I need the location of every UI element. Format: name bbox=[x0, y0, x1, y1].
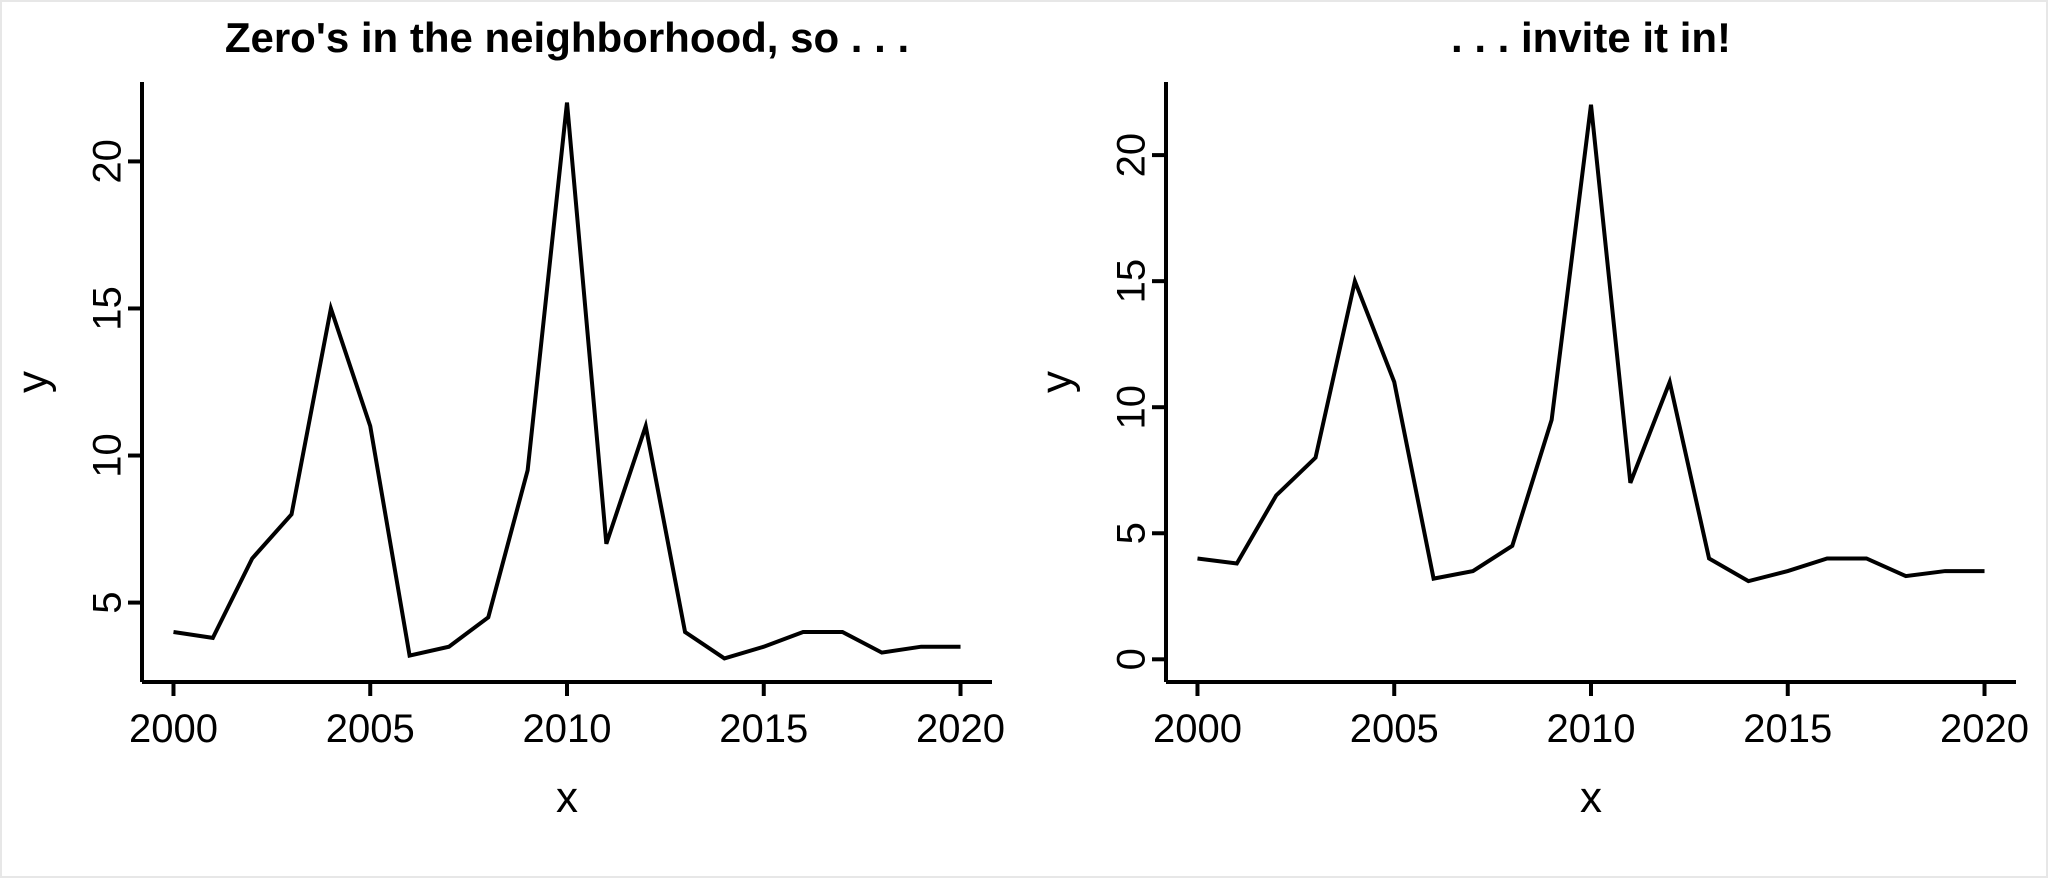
y-tick-label: 10 bbox=[1110, 385, 1154, 430]
data-line bbox=[173, 103, 960, 659]
data-line bbox=[1197, 105, 1984, 581]
y-tick-label: 10 bbox=[86, 433, 130, 478]
x-tick-label: 2000 bbox=[1153, 707, 1242, 751]
x-tick-label: 2010 bbox=[523, 707, 612, 751]
x-axis-label: x bbox=[556, 773, 578, 822]
x-tick-label: 2010 bbox=[1547, 707, 1636, 751]
x-axis-label: x bbox=[1580, 773, 1602, 822]
y-tick-label: 5 bbox=[1110, 522, 1154, 544]
y-tick-label: 5 bbox=[86, 591, 130, 613]
y-tick-label: 0 bbox=[1110, 648, 1154, 670]
x-tick-label: 2015 bbox=[1743, 707, 1832, 751]
left-chart-svg: Zero's in the neighborhood, so . . . 2000… bbox=[2, 2, 1026, 876]
chart-title: Zero's in the neighborhood, so . . . bbox=[225, 14, 909, 61]
x-tick-label: 2000 bbox=[129, 707, 218, 751]
x-tick-label: 2015 bbox=[719, 707, 808, 751]
y-axis-label: y bbox=[8, 371, 57, 393]
right-chart-svg: . . . invite it in!200020052010201520200… bbox=[1026, 2, 2048, 876]
y-axis-label: y bbox=[1032, 371, 1081, 393]
x-tick-label: 2005 bbox=[1350, 707, 1439, 751]
left-panel: Zero's in the neighborhood, so . . . 2000… bbox=[2, 2, 1026, 876]
y-tick-label: 15 bbox=[1110, 259, 1154, 304]
y-tick-label: 20 bbox=[1110, 133, 1154, 178]
chart-title: . . . invite it in! bbox=[1451, 14, 1731, 61]
right-panel: . . . invite it in!200020052010201520200… bbox=[1026, 2, 2048, 876]
x-tick-label: 2005 bbox=[326, 707, 415, 751]
y-tick-label: 15 bbox=[86, 286, 130, 331]
x-tick-label: 2020 bbox=[1940, 707, 2029, 751]
x-tick-label: 2020 bbox=[916, 707, 1005, 751]
y-tick-label: 20 bbox=[86, 139, 130, 184]
figure-frame: Zero's in the neighborhood, so . . . 2000… bbox=[0, 0, 2048, 878]
